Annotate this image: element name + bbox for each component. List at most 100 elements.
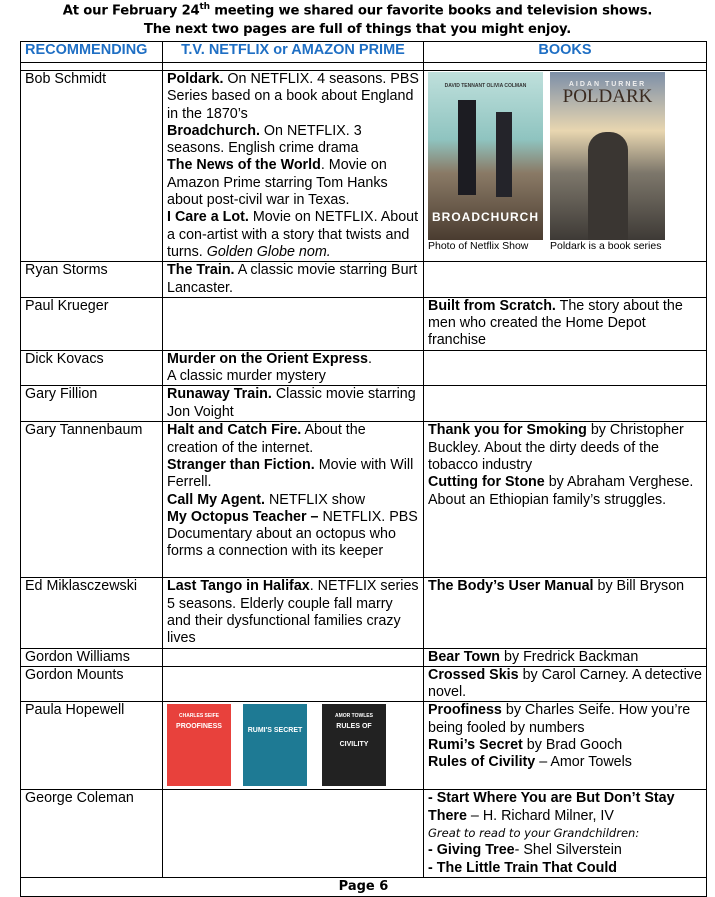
entry-title: Runaway Train. [167,386,272,403]
recommender-name: Gordon Williams [20,647,163,667]
entry-title: Thank you for Smoking [428,422,587,439]
books-cell [423,349,707,387]
entry-title: - Start Where You are But Don’t Stay The… [428,790,675,824]
heading-text-rest: meeting we shared our favorite books and… [209,3,653,19]
books-cell: The Body’s User Manual by Bill Bryson [423,577,707,649]
entry: Cutting for Stone by Abraham Verghese. A… [428,474,702,509]
entry-text: A classic movie starring Burt Lancaster. [167,262,418,296]
table-row: Ryan Storms The Train. A classic movie st… [20,261,707,298]
column-header-recommending: RECOMMENDING [20,41,163,63]
entry-title: Last Tango in Halifax [167,578,310,595]
image-caption: Photo of Netflix Show [428,240,529,252]
entry-text: by Carol Carney. A detective novel. [428,666,702,701]
entry: Rules of Civility – Amor Towels [428,754,702,771]
poster-title: POLDARK [562,86,653,107]
heading-line-1: At our February 24th meeting we shared o… [0,2,715,18]
books-cell: Thank you for Smoking by Christopher Buc… [423,421,707,579]
entry-text: . Movie on Amazon Prime starring Tom Han… [167,157,388,209]
entry-text: by Bill Bryson [593,578,685,595]
book-cover-author: CHARLES SEIFE [178,713,219,720]
tv-cell [162,789,424,879]
books-cell: - Start Where You are But Don’t Stay The… [423,789,707,879]
tv-cell: Runaway Train. Classic movie starring Jo… [162,385,424,423]
recommender-name: Gary Tannenbaum [20,421,163,579]
recommender-name: Ryan Storms [20,261,163,298]
poster-actors: DAVID TENNANT OLIVIA COLMAN [444,83,527,89]
entry: Call My Agent. NETFLIX show [167,492,419,509]
book-cover-title: RULES OF CIVILITY [336,723,372,748]
entry-text: Golden Globe nom. [206,243,331,260]
figure-shape [496,112,512,197]
entry-text: by Fredrick Backman [500,648,639,665]
poldark-image: AIDAN TURNER POLDARK [550,72,665,240]
tv-cell: Poldark. On NETFLIX. 4 seasons. PBS Seri… [162,69,424,263]
entry-title: Proofiness [428,702,502,719]
entry-title: Crossed Skis [428,666,519,683]
entry-title: - The Little Train That Could [428,859,618,876]
books-cell: Built from Scratch. The story about the … [423,296,707,351]
entry-title: - Giving Tree [428,842,515,859]
heading-sup: th [199,2,211,12]
books-cell [423,261,707,298]
entry: - The Little Train That Could [428,860,702,877]
table-row: Paul Krueger Built from Scratch. The stor… [20,296,707,351]
column-header-tv: T.V. NETFLIX or AMAZON PRIME [162,41,424,63]
entry: Proofiness by Charles Seife. How you’re … [428,702,702,737]
recommender-name: Gordon Mounts [20,665,163,703]
entry-title: Stranger than Fiction. [167,456,315,473]
entry-title: My Octopus Teacher – [167,508,319,525]
table-row: Paula Hopewell PROOFINESS CHARLES SEIFE RUM… [20,701,707,791]
books-cell [423,385,707,423]
page-footer-row: Page 6 [20,877,707,897]
table-row: Gary Tannenbaum Halt and Catch Fire. Abou… [20,421,707,579]
tv-cell: The Train. A classic movie starring Burt… [162,261,424,298]
entry: My Octopus Teacher – NETFLIX. PBS Docume… [167,509,419,561]
entry: Rumi’s Secret by Brad Gooch [428,737,702,754]
recommender-name: Bob Schmidt [20,69,163,263]
figure-shape [588,132,628,240]
entry: Thank you for Smoking by Christopher Buc… [428,422,702,474]
entry-text: Movie on NETFLIX. About a con-artist wit… [167,209,419,260]
entry: Bear Town by Fredrick Backman [428,648,702,665]
books-cell: DAVID TENNANT OLIVIA COLMAN BROADCHURCH … [423,69,707,263]
entry: Poldark. On NETFLIX. 4 seasons. PBS Seri… [167,71,419,123]
poster-title: BROADCHURCH [432,210,539,224]
recommender-name: Paul Krueger [20,296,163,351]
entry: - Giving Tree- Shel Silverstein [428,842,702,859]
entry: A classic murder mystery [167,368,419,385]
heading-text: At our February 24 [62,3,200,19]
entry-text: About the creation of the internet. [167,422,366,456]
broadchurch-image: DAVID TENNANT OLIVIA COLMAN BROADCHURCH [428,72,543,240]
recommender-name: Paula Hopewell [20,701,163,791]
tv-cell [162,647,424,667]
recommender-name: George Coleman [20,789,163,879]
entry: Last Tango in Halifax. NETFLIX series 5 … [167,578,419,647]
tv-cell [162,665,424,703]
entry-text: by Charles Seife. How you’re being foole… [428,702,691,736]
entry-text: – H. Richard Milner, IV [466,807,614,824]
book-cover-author: AMOR TOWLES [335,713,373,720]
entry-text: NETFLIX show [264,491,366,508]
recommender-name: Dick Kovacs [20,349,163,387]
entry-title: The News of the World [167,157,321,174]
entry-text: by Christopher Buckley. About the dirty … [428,422,684,473]
table-row: Ed Miklasczewski Last Tango in Halifax. N… [20,577,707,649]
book-cover: RUMI'S SECRET [243,704,307,787]
empty-row [20,62,707,71]
table-header-row: RECOMMENDING T.V. NETFLIX or AMAZON PRIM… [20,41,707,63]
entry: Stranger than Fiction. Movie with Will F… [167,457,419,492]
entry: Runaway Train. Classic movie starring Jo… [167,386,419,421]
entry-text: Classic movie starring Jon Voight [167,386,416,420]
entry-text: . NETFLIX series 5 seasons. Elderly coup… [167,578,419,647]
entry: The Train. A classic movie starring Burt… [167,262,419,297]
entry-text: Great to read to your Grandchildren: [428,826,640,841]
table-row: George Coleman - Start Where You are But … [20,789,707,879]
entry: The News of the World. Movie on Amazon P… [167,157,419,209]
entry-title: Halt and Catch Fire. [167,422,302,439]
entry-title: Murder on the Orient Express [167,350,368,367]
entry: I Care a Lot. Movie on NETFLIX. About a … [167,209,419,260]
entry-text: On NETFLIX. 4 seasons. PBS Series based … [167,71,419,122]
entry-title: Built from Scratch. [428,297,556,314]
heading-line-2: The next two pages are full of things th… [143,22,572,37]
entry: Great to read to your Grandchildren: [428,825,702,842]
